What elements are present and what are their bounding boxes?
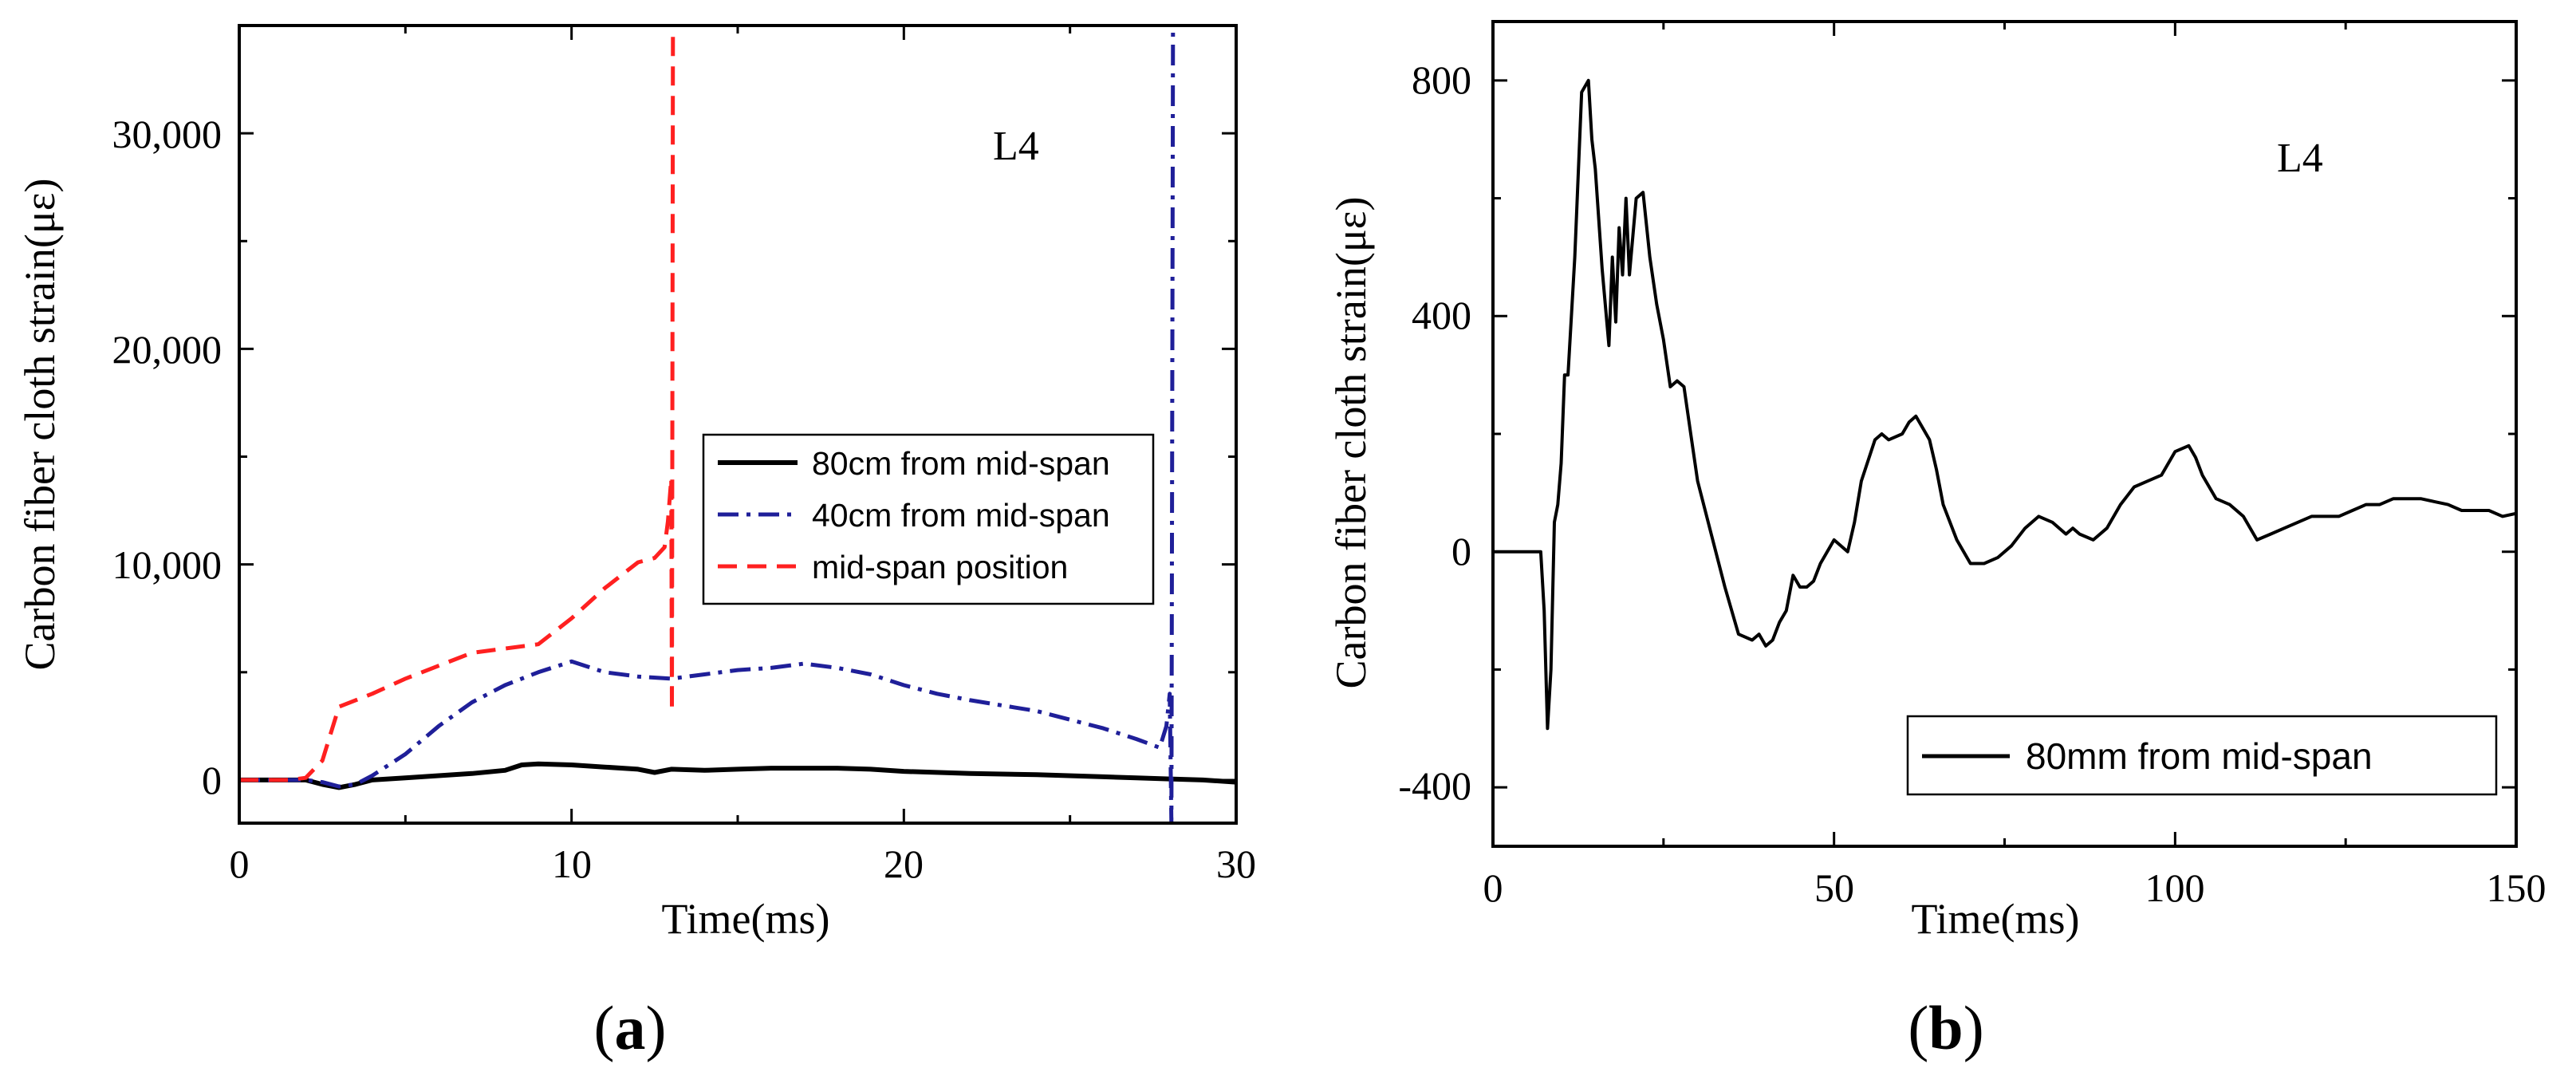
chart-panel-b: -400 0 400 800 0 50 100 150 Time(ms) Car…: [1327, 20, 2546, 1062]
a-legend-label-2: mid-span position: [812, 549, 1068, 585]
b-plot-frame: [1491, 20, 2518, 848]
a-y-tick-labels: 0 10,000 20,000 30,000: [112, 112, 223, 802]
b-x-tick-label: 0: [1483, 865, 1503, 910]
a-y-tick-label: 20,000: [112, 327, 223, 372]
b-y-axis-title: Carbon fiber cloth strain(με): [1327, 197, 1375, 689]
a-plot-frame: [238, 24, 1238, 825]
a-annotation-l4: L4: [993, 124, 1039, 169]
b-series-line-0: [1493, 78, 2516, 731]
b-legend: 80mm from mid-span: [1906, 715, 2498, 796]
a-legend-label-0: 80cm from mid-span: [812, 445, 1110, 482]
a-x-tick-label: 20: [884, 841, 924, 886]
b-x-tick-labels: 0 50 100 150: [1483, 865, 2546, 910]
b-x-tick-label: 50: [1814, 865, 1854, 910]
a-legend-label-1: 40cm from mid-span: [812, 497, 1110, 534]
chart-panel-a: 0 10,000 20,000 30,000 0 10 20 30 Time(m…: [16, 24, 1257, 1062]
a-x-tick-label: 30: [1216, 841, 1256, 886]
a-x-axis-title: Time(ms): [661, 895, 829, 943]
b-y-tick-label: 0: [1451, 529, 1471, 573]
panel-label-b: (b): [1908, 993, 1983, 1062]
a-legend: 80cm from mid-span 40cm from mid-span mi…: [702, 433, 1155, 605]
b-legend-label-0: 80mm from mid-span: [2026, 735, 2373, 777]
a-series: [239, 26, 1236, 823]
a-ticks: [238, 26, 1238, 823]
a-y-tick-label: 0: [202, 758, 222, 802]
a-x-tick-label: 0: [230, 841, 250, 886]
b-y-tick-labels: -400 0 400 800: [1398, 57, 1471, 808]
b-annotation-l4: L4: [2277, 136, 2323, 181]
a-series-line-2: [239, 26, 676, 782]
a-x-tick-label: 10: [552, 841, 592, 886]
b-y-tick-label: 400: [1412, 293, 1471, 337]
a-x-tick-labels: 0 10 20 30: [230, 841, 1257, 886]
panel-letter-a: a: [615, 993, 646, 1062]
b-x-tick-label: 100: [2145, 865, 2205, 910]
b-x-axis-title: Time(ms): [1911, 895, 2079, 943]
panel-letter-b: b: [1928, 993, 1963, 1062]
b-ticks: [1491, 22, 2518, 846]
a-series-line-0: [239, 761, 1236, 790]
a-series-line-1: [239, 26, 1176, 823]
panel-label-a: (a): [594, 993, 667, 1062]
b-x-tick-label: 150: [2487, 865, 2546, 910]
b-y-tick-label: -400: [1398, 763, 1471, 808]
a-y-tick-label: 30,000: [112, 112, 223, 156]
b-y-tick-label: 800: [1412, 57, 1471, 102]
b-series: [1493, 78, 2516, 731]
a-y-tick-label: 10,000: [112, 542, 223, 587]
a-y-axis-title: Carbon fiber cloth strain(με): [16, 179, 64, 671]
